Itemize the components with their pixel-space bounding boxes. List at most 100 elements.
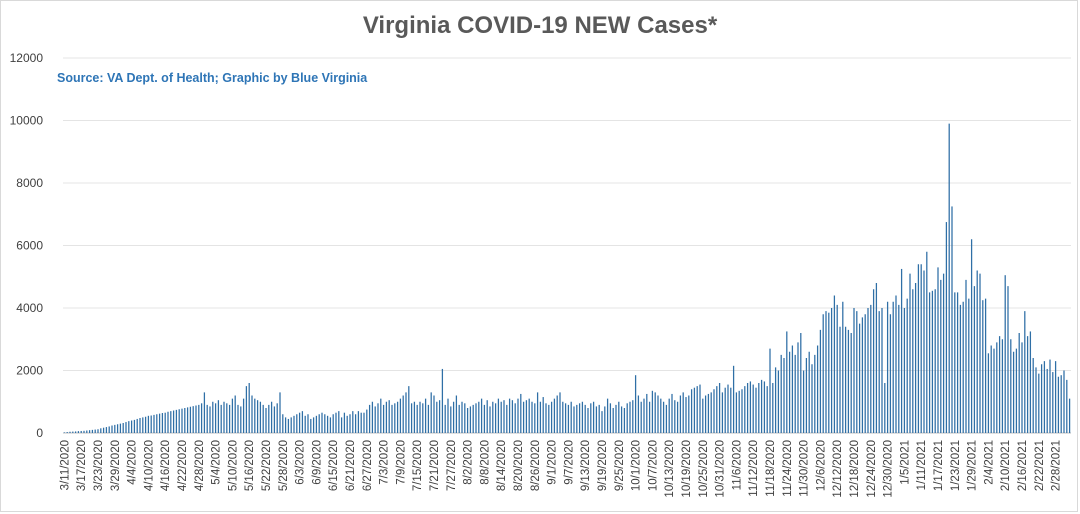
bar — [464, 403, 466, 433]
bar — [422, 403, 424, 433]
bar — [478, 401, 480, 433]
bar — [548, 404, 550, 434]
bar — [374, 406, 376, 433]
bar — [802, 370, 805, 433]
bar — [290, 417, 292, 434]
bar — [469, 406, 472, 433]
bar — [242, 398, 245, 434]
x-tick-label: 3/17/2020 — [76, 440, 88, 491]
bar — [976, 270, 978, 433]
bar — [800, 333, 802, 433]
bar — [522, 401, 525, 433]
bar — [461, 401, 463, 433]
x-tick-label: 10/31/2020 — [715, 440, 727, 498]
x-tick-label: 4/4/2020 — [127, 440, 139, 485]
bar — [455, 395, 458, 433]
bar — [534, 403, 536, 433]
bar — [797, 342, 799, 434]
bar — [654, 392, 656, 434]
bar — [724, 387, 726, 433]
bar — [72, 431, 74, 433]
bar — [130, 420, 133, 433]
bar — [931, 290, 934, 433]
x-tick-label: 11/12/2020 — [748, 440, 760, 497]
bar — [870, 304, 872, 434]
bar — [500, 401, 502, 433]
x-tick-label: 12/30/2020 — [883, 440, 895, 498]
y-tick-label: 10000 — [10, 114, 44, 128]
bar — [1032, 358, 1034, 433]
bar — [503, 400, 505, 433]
bar — [402, 395, 404, 433]
bar — [248, 383, 250, 433]
bar — [651, 390, 654, 433]
bar — [671, 393, 673, 433]
bar — [626, 403, 628, 433]
bar — [338, 411, 340, 434]
bar — [923, 270, 925, 433]
bar — [836, 304, 838, 434]
bar — [606, 398, 609, 434]
bar — [752, 384, 754, 433]
bar — [595, 406, 598, 433]
bar — [391, 404, 393, 434]
bar — [329, 417, 332, 434]
bar — [416, 404, 418, 434]
x-tick-label: 4/22/2020 — [177, 440, 189, 491]
bar — [304, 415, 306, 433]
bar — [996, 342, 998, 434]
bar — [998, 336, 1001, 434]
bar — [368, 404, 371, 434]
bar — [912, 289, 914, 433]
bar — [718, 383, 721, 433]
bar — [763, 381, 766, 433]
x-tick-label: 4/16/2020 — [160, 440, 172, 491]
bar — [427, 404, 430, 434]
bar — [609, 403, 612, 433]
bar — [856, 311, 858, 434]
bar — [814, 354, 816, 434]
bar — [926, 251, 928, 433]
bar — [598, 404, 600, 434]
bar — [102, 427, 105, 433]
bar — [984, 298, 987, 434]
bar — [632, 400, 634, 433]
bar — [161, 413, 164, 433]
bar — [973, 286, 976, 434]
bar — [310, 418, 312, 433]
bar — [262, 404, 264, 434]
bar — [710, 392, 712, 434]
bar — [231, 398, 234, 434]
bar — [441, 368, 444, 433]
bar — [542, 397, 544, 433]
x-tick-label: 6/21/2020 — [345, 440, 357, 491]
bar — [791, 345, 794, 433]
bar — [1043, 361, 1046, 434]
bar — [590, 403, 592, 433]
bar — [430, 392, 432, 434]
bar — [133, 419, 136, 434]
bar — [293, 415, 295, 433]
bar — [696, 386, 698, 434]
bar — [433, 395, 435, 433]
bar — [298, 412, 301, 433]
x-axis: 3/11/2020 3/17/2020 3/23/2020 3/29/2020 4/4/… — [59, 440, 1062, 498]
bar — [1012, 351, 1015, 433]
x-tick-label: 8/20/2020 — [513, 440, 525, 491]
bar — [326, 415, 329, 433]
bar — [346, 415, 348, 433]
bar — [990, 345, 992, 433]
bar — [86, 430, 88, 433]
bar — [514, 403, 516, 433]
bar — [562, 401, 564, 433]
bar — [545, 403, 547, 433]
x-tick-label: 6/27/2020 — [362, 440, 374, 491]
bar — [88, 430, 91, 433]
x-tick-label: 12/12/2020 — [832, 440, 844, 498]
bar — [660, 398, 662, 434]
x-tick-label: 9/13/2020 — [580, 440, 592, 491]
bar — [153, 414, 155, 434]
bar — [704, 395, 707, 433]
bar — [861, 317, 864, 434]
x-tick-label: 6/9/2020 — [311, 440, 323, 485]
